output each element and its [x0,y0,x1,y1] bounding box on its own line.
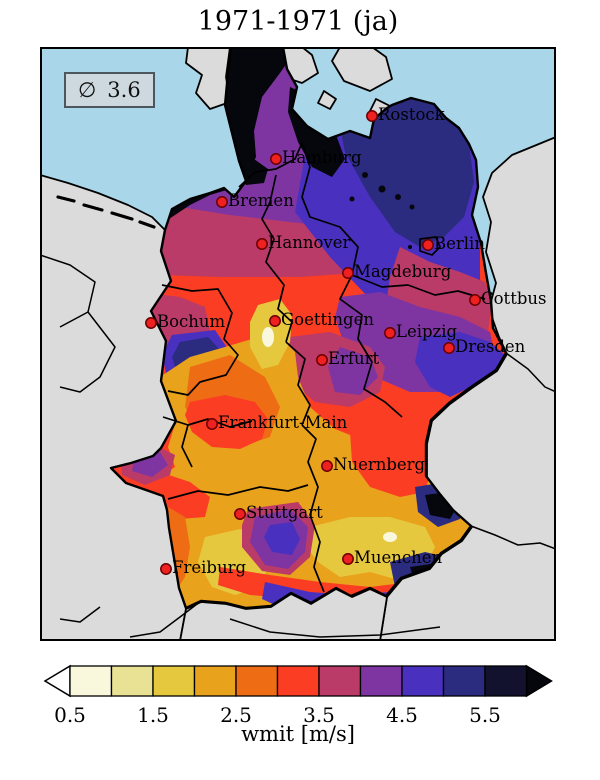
mean-badge: ∅ 3.6 [64,72,155,108]
city-marker-magdeburg [342,267,354,279]
state-border [351,274,486,300]
colorbar-segment-darknavy [484,665,528,697]
colorbar-segment-paleyellow [110,665,154,697]
state-border [285,341,311,426]
map-panel: Rostock Hamburg Bremen Hannover Berlin Magdeb… [39,45,557,642]
city-marker-stuttgart [234,508,246,520]
page-title: 1971-1971 (ja) [197,6,399,37]
city-marker-cottbus [469,294,481,306]
state-border [419,236,441,256]
city-label-bochum: Bochum [157,312,226,331]
city-label-leipzig: Leipzig [396,322,458,341]
colorbar-tick: 3.5 [303,703,335,727]
colorbar-segment-yellow [152,665,196,697]
colorbar-segment-orange [235,665,279,697]
state-border-group [161,142,486,593]
city-marker-hannover [256,238,268,250]
cities-group: Rostock Hamburg Bremen Hannover Berlin Magdeb… [145,105,546,577]
colorbar-tick: 1.5 [137,703,169,727]
contour-red-east-bavaria [350,427,432,497]
colorbar-segment-cream [69,665,113,697]
state-border [167,484,309,500]
colorbar-tick: 4.5 [386,703,418,727]
border-alps-2 [229,618,441,638]
border-pl-cz [505,352,557,393]
city-label-rostock: Rostock [378,105,446,124]
colorbar-under-arrow [43,664,71,698]
contour-cream-goettingen [262,327,274,347]
city-label-hannover: Hannover [268,233,350,252]
map-frame [40,47,556,641]
city-marker-erfurt [316,354,328,366]
wadden-islands [56,195,156,229]
contour-blueviolet-swabia [264,522,300,555]
city-marker-nuernberg [321,460,333,472]
mean-value: 3.6 [107,78,141,102]
colorbar: 0.5 1.5 2.5 3.5 4.5 5.5 [40,660,560,732]
city-label-freiburg: Freiburg [172,558,246,577]
colorbar-segment-red [276,665,320,697]
city-label-dresden: Dresden [455,337,526,356]
state-border [181,424,193,468]
city-label-frankfurt-main: Frankfurt-Main [218,413,348,432]
city-label-nuernberg: Nuernberg [333,455,426,474]
border-ch-fr [59,606,101,623]
colorbar-svg: 0.5 1.5 2.5 3.5 4.5 5.5 [43,664,553,727]
city-marker-rostock [366,110,378,122]
mean-symbol: ∅ [78,78,97,102]
colorbar-tick: 0.5 [54,703,86,727]
city-label-erfurt: Erfurt [328,349,380,368]
city-marker-hamburg [270,153,282,165]
border-be-fr [59,311,116,393]
city-marker-berlin [422,239,434,251]
city-marker-bochum [145,317,157,329]
land-denmark-island-3 [317,90,337,110]
state-border [161,284,239,396]
contour-cream-bavaria [383,532,397,542]
colorbar-segment-crimson [318,665,362,697]
border-alps-1 [129,600,202,638]
state-border [261,174,293,343]
city-marker-goettingen [269,315,281,327]
colorbar-tick: 2.5 [220,703,252,727]
city-label-stuttgart: Stuttgart [246,503,323,522]
contour-black-schleswig-west [225,47,298,177]
contour-blueviolet-dresden [415,332,505,397]
colorbar-over-arrow [525,664,553,698]
germany-contour-map: Rostock Hamburg Bremen Hannover Berlin Magdeb… [39,45,557,642]
state-border [238,142,303,188]
city-marker-freiburg [160,563,172,575]
city-marker-leipzig [384,327,396,339]
contour-red-frankfurt [185,395,268,449]
city-label-magdeburg: Magdeburg [354,262,452,281]
city-marker-muenchen [342,553,354,565]
city-marker-dresden [443,342,455,354]
city-label-hamburg: Hamburg [282,148,362,167]
city-label-berlin: Berlin [434,234,485,253]
city-marker-frankfurt-main [206,418,218,430]
city-label-bremen: Bremen [228,191,294,210]
lakes-group [349,172,415,249]
colorbar-label: wmit [m/s] [241,722,355,746]
state-border [162,416,253,428]
state-border [301,424,325,593]
city-marker-bremen [216,196,228,208]
state-border [339,274,403,418]
foreign-border-group [39,254,557,638]
colorbar-segment-blueviolet [401,665,445,697]
colorbar-segment-purple [359,665,403,697]
colorbar-segment-navy [442,665,486,697]
state-border [301,142,359,276]
city-label-cottbus: Cottbus [481,289,546,308]
colorbar-tick: 5.5 [469,703,501,727]
border-nl-be [39,254,96,328]
border-cz-at [470,525,557,550]
germany-outline [109,45,508,610]
city-label-goettingen: Goettingen [281,310,374,329]
colorbar-segment-gold [193,665,237,697]
city-label-muenchen: Muenchen [354,548,443,567]
